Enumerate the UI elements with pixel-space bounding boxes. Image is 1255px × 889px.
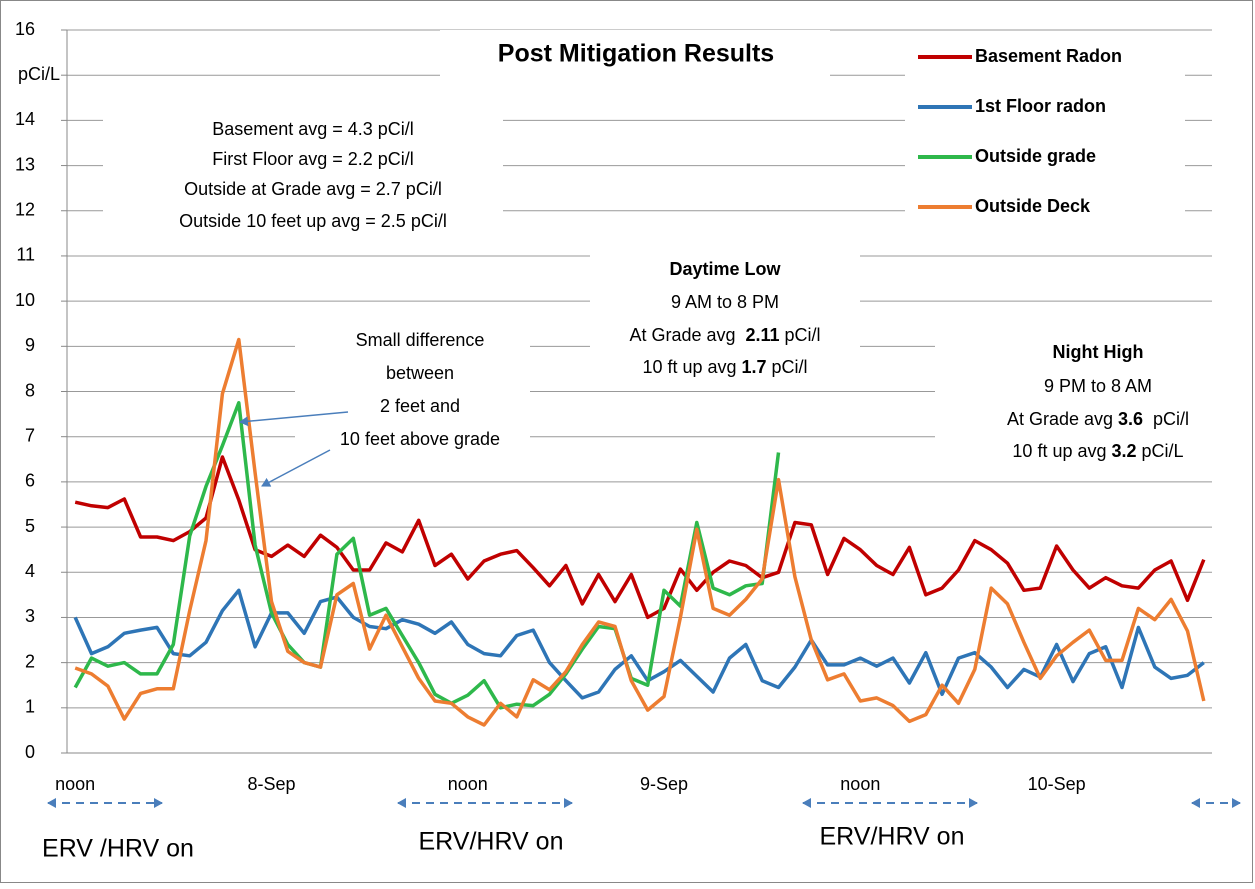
- y-tick-label: 11: [16, 245, 35, 265]
- annotation: Outside 10 feet up avg = 2.5 pCi/l: [179, 211, 447, 231]
- annotations: Basement Radon 1st Floor radon Outside gra…: [42, 46, 1241, 863]
- y-tick-label: 5: [25, 516, 35, 536]
- x-tick-label: noon: [448, 774, 488, 794]
- y-tick-label: 8: [25, 380, 35, 400]
- annotation: between: [386, 363, 454, 383]
- annotation-segment: 10 ft up avg: [1012, 441, 1111, 461]
- annotation: First Floor avg = 2.2 pCi/l: [212, 149, 414, 169]
- annotation-segment: pCi/L: [1137, 441, 1184, 461]
- annotation: 9 AM to 8 PM: [671, 292, 779, 312]
- annotation-background: [590, 252, 860, 384]
- y-tick-label: 1: [25, 697, 35, 717]
- annotation: At Grade avg 2.11 pCi/l: [629, 325, 820, 345]
- x-tick-label: noon: [840, 774, 880, 794]
- annotation-segment: 2.11: [746, 325, 780, 345]
- annotation-background: [935, 332, 1215, 470]
- annotation-background: [295, 320, 530, 455]
- y-tick-label: 0: [25, 742, 35, 762]
- series-line: [74, 455, 1206, 620]
- annotation-segment: 3.6: [1118, 409, 1143, 429]
- callout-arrow: [261, 449, 331, 487]
- period-label: ERV/HRV on: [820, 823, 965, 851]
- annotation: Night High: [1053, 342, 1144, 362]
- annotation-segment: At Grade avg: [1007, 409, 1118, 429]
- annotation-segment: pCi/l: [780, 325, 821, 345]
- annotation-segment: Daytime Low: [669, 259, 781, 279]
- annotation-segment: pCi/l: [767, 357, 808, 377]
- annotation: 10 ft up avg 3.2 pCi/L: [1012, 441, 1183, 461]
- annotation-segment: pCi/l: [1143, 409, 1189, 429]
- y-tick-label: 16: [15, 19, 35, 39]
- legend-label: Outside grade: [975, 146, 1096, 166]
- callout-arrow: [239, 411, 349, 427]
- annotation: Basement avg = 4.3 pCi/l: [212, 119, 414, 139]
- legend-label: 1st Floor radon: [975, 96, 1106, 116]
- period-label: ERV/HRV on: [419, 828, 564, 856]
- series-line: [73, 401, 781, 710]
- legend-label: Basement Radon: [975, 46, 1122, 66]
- x-tick-label: 8-Sep: [247, 774, 295, 794]
- series-line: [74, 337, 1206, 727]
- y-tick-label: 6: [25, 471, 35, 491]
- y-tick-label: 10: [15, 290, 35, 310]
- y-tick-label: 7: [25, 425, 35, 445]
- chart-title: Post Mitigation Results: [498, 40, 774, 68]
- legend-label: Outside Deck: [975, 196, 1091, 216]
- y-tick-label: 3: [25, 606, 35, 626]
- annotation: 10 ft up avg 1.7 pCi/l: [642, 357, 807, 377]
- x-tick-label: noon: [55, 774, 95, 794]
- y-tick-label: pCi/L: [18, 64, 60, 84]
- y-tick-label: 2: [25, 651, 35, 671]
- annotation: Daytime Low: [669, 259, 781, 279]
- annotation: 10 feet above grade: [340, 429, 500, 449]
- y-tick-label: 9: [25, 335, 35, 355]
- annotation-segment: 1.7: [742, 357, 767, 377]
- annotation: At Grade avg 3.6 pCi/l: [1007, 409, 1189, 429]
- period-label: ERV /HRV on: [42, 835, 194, 863]
- annotation-background: [103, 92, 503, 244]
- annotation-segment: Night High: [1053, 342, 1144, 362]
- annotation-background: [440, 30, 830, 80]
- annotation: 2 feet and: [380, 396, 460, 416]
- annotation: Outside at Grade avg = 2.7 pCi/l: [184, 179, 442, 199]
- annotation: Small difference: [356, 330, 485, 350]
- y-tick-label: 14: [15, 109, 35, 129]
- y-tick-label: 13: [15, 154, 35, 174]
- annotation-segment: 10 ft up avg: [642, 357, 741, 377]
- x-tick-label: 10-Sep: [1028, 774, 1086, 794]
- series-line: [73, 588, 1205, 700]
- annotation: 9 PM to 8 AM: [1044, 376, 1152, 396]
- annotation-segment: 3.2: [1112, 441, 1137, 461]
- x-tick-label: 9-Sep: [640, 774, 688, 794]
- series-lines: [73, 337, 1206, 727]
- annotation-backgrounds: [103, 30, 1215, 470]
- y-tick-label: 4: [25, 561, 35, 581]
- annotation-segment: At Grade avg: [629, 325, 745, 345]
- y-tick-label: 12: [15, 200, 35, 220]
- annotation-background: [905, 35, 1185, 225]
